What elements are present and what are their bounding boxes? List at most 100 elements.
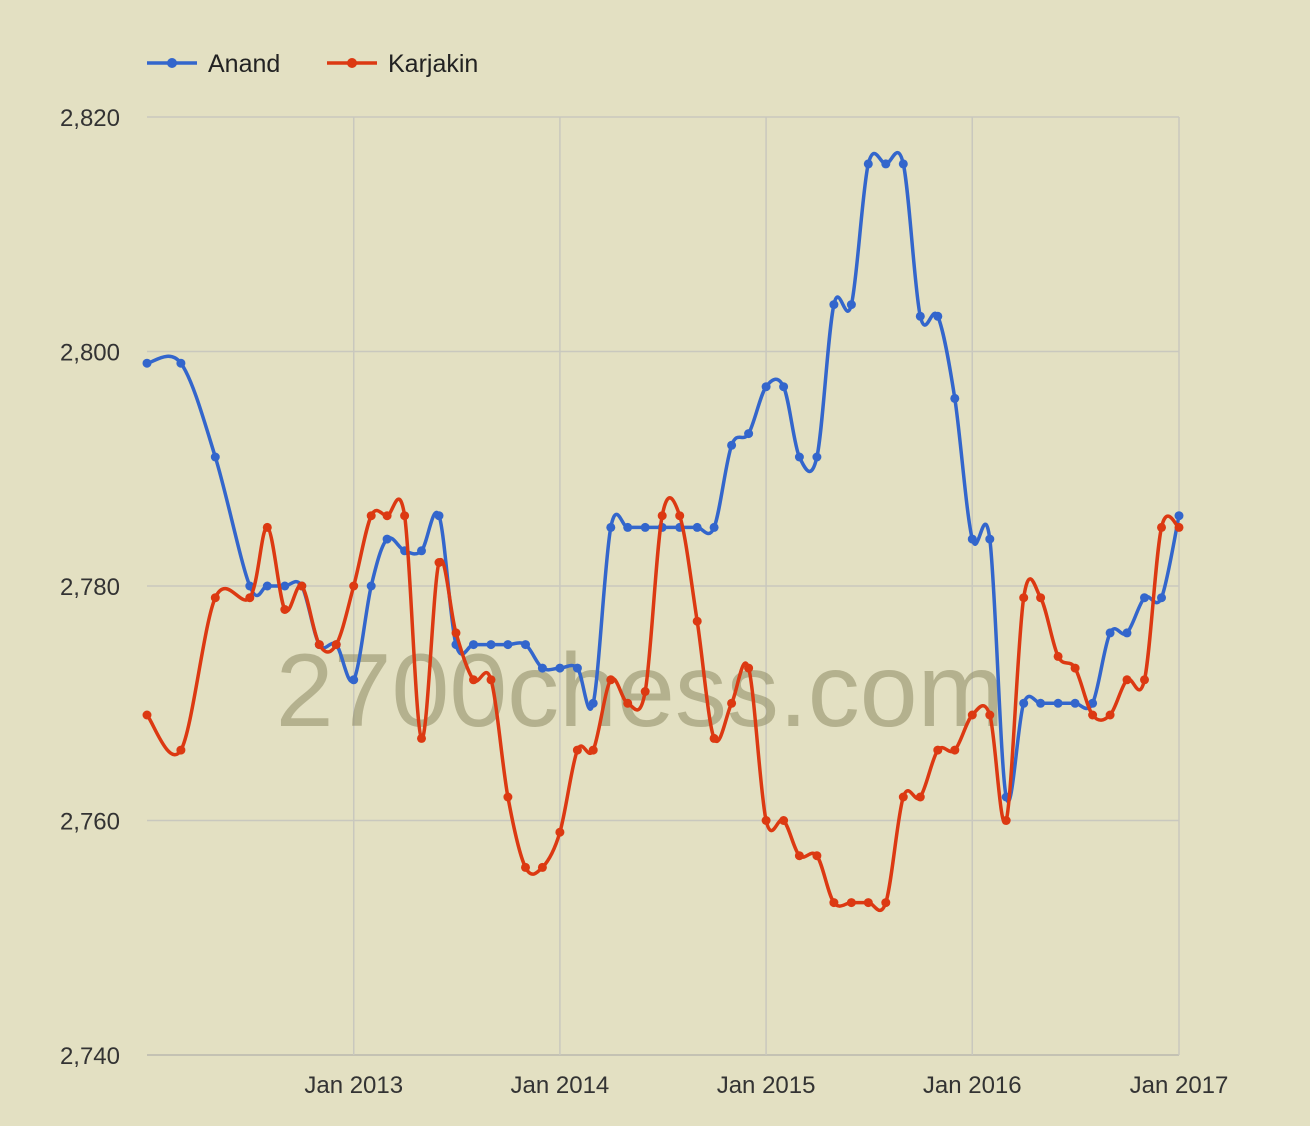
legend-item-anand[interactable]: Anand <box>147 50 280 78</box>
data-point[interactable] <box>1019 593 1029 603</box>
data-point[interactable] <box>262 581 272 591</box>
data-point[interactable] <box>572 745 582 755</box>
data-point[interactable] <box>744 663 754 673</box>
data-point[interactable] <box>588 698 598 708</box>
data-point[interactable] <box>366 511 376 521</box>
data-point[interactable] <box>863 159 873 169</box>
data-point[interactable] <box>349 581 359 591</box>
data-point[interactable] <box>382 511 392 521</box>
data-point[interactable] <box>245 593 255 603</box>
data-point[interactable] <box>761 382 771 392</box>
data-point[interactable] <box>1174 522 1184 532</box>
data-point[interactable] <box>382 534 392 544</box>
data-point[interactable] <box>521 862 530 872</box>
data-point[interactable] <box>1070 698 1080 708</box>
data-point[interactable] <box>623 698 633 708</box>
data-point[interactable] <box>1001 816 1011 825</box>
data-point[interactable] <box>176 358 186 368</box>
data-point[interactable] <box>142 358 152 368</box>
data-point[interactable] <box>606 522 616 532</box>
data-point[interactable] <box>1157 593 1166 603</box>
data-point[interactable] <box>434 511 444 521</box>
data-point[interactable] <box>1070 663 1080 673</box>
data-point[interactable] <box>1105 710 1115 720</box>
data-point[interactable] <box>812 851 822 861</box>
data-point[interactable] <box>812 452 822 462</box>
data-point[interactable] <box>606 675 616 685</box>
data-point[interactable] <box>881 898 891 908</box>
data-point[interactable] <box>1036 698 1046 708</box>
data-point[interactable] <box>469 675 478 685</box>
data-point[interactable] <box>950 745 960 755</box>
data-point[interactable] <box>1140 675 1149 685</box>
data-point[interactable] <box>503 792 513 802</box>
data-point[interactable] <box>846 898 856 908</box>
data-point[interactable] <box>829 300 839 310</box>
data-point[interactable] <box>297 581 307 591</box>
data-point[interactable] <box>210 593 220 603</box>
data-point[interactable] <box>933 311 943 321</box>
data-point[interactable] <box>950 393 960 403</box>
data-point[interactable] <box>863 898 873 908</box>
data-point[interactable] <box>709 733 719 743</box>
data-point[interactable] <box>1174 511 1184 521</box>
data-point[interactable] <box>915 311 925 321</box>
data-point[interactable] <box>588 745 598 755</box>
data-point[interactable] <box>692 522 702 532</box>
data-point[interactable] <box>1105 628 1115 638</box>
data-point[interactable] <box>537 862 547 872</box>
data-point[interactable] <box>829 898 839 908</box>
data-point[interactable] <box>1053 651 1063 661</box>
data-point[interactable] <box>709 522 719 532</box>
data-point[interactable] <box>881 159 891 169</box>
data-point[interactable] <box>1036 593 1046 603</box>
data-point[interactable] <box>727 440 737 450</box>
data-point[interactable] <box>451 628 461 638</box>
data-point[interactable] <box>744 429 754 439</box>
data-point[interactable] <box>210 452 220 462</box>
data-point[interactable] <box>967 710 977 720</box>
data-point[interactable] <box>434 558 444 567</box>
data-point[interactable] <box>366 581 376 591</box>
data-point[interactable] <box>1122 628 1132 638</box>
data-point[interactable] <box>142 710 152 720</box>
legend-item-karjakin[interactable]: Karjakin <box>327 50 478 78</box>
data-point[interactable] <box>555 827 565 837</box>
data-point[interactable] <box>417 733 426 743</box>
data-point[interactable] <box>692 616 702 626</box>
data-point[interactable] <box>1157 522 1166 532</box>
data-point[interactable] <box>537 663 547 673</box>
data-point[interactable] <box>985 710 995 720</box>
data-point[interactable] <box>400 511 410 521</box>
data-point[interactable] <box>761 816 771 825</box>
data-point[interactable] <box>794 851 804 861</box>
data-point[interactable] <box>314 640 324 650</box>
data-point[interactable] <box>640 687 650 696</box>
data-point[interactable] <box>846 300 856 310</box>
data-point[interactable] <box>503 640 513 650</box>
data-point[interactable] <box>280 605 290 614</box>
data-point[interactable] <box>675 511 685 521</box>
data-point[interactable] <box>176 745 186 755</box>
data-point[interactable] <box>349 675 359 685</box>
data-point[interactable] <box>779 382 789 392</box>
data-point[interactable] <box>1140 593 1149 603</box>
data-point[interactable] <box>417 546 426 556</box>
data-point[interactable] <box>469 640 478 650</box>
data-point[interactable] <box>985 534 995 544</box>
data-point[interactable] <box>331 640 341 650</box>
data-point[interactable] <box>486 640 496 650</box>
data-point[interactable] <box>967 534 977 544</box>
data-point[interactable] <box>933 745 943 755</box>
data-point[interactable] <box>262 522 272 532</box>
data-point[interactable] <box>794 452 804 462</box>
data-point[interactable] <box>779 816 789 825</box>
data-point[interactable] <box>1088 698 1098 708</box>
data-point[interactable] <box>623 522 633 532</box>
data-point[interactable] <box>898 792 908 802</box>
data-point[interactable] <box>727 698 737 708</box>
data-point[interactable] <box>1019 698 1029 708</box>
data-point[interactable] <box>555 663 565 673</box>
data-point[interactable] <box>1053 698 1063 708</box>
data-point[interactable] <box>280 581 290 591</box>
